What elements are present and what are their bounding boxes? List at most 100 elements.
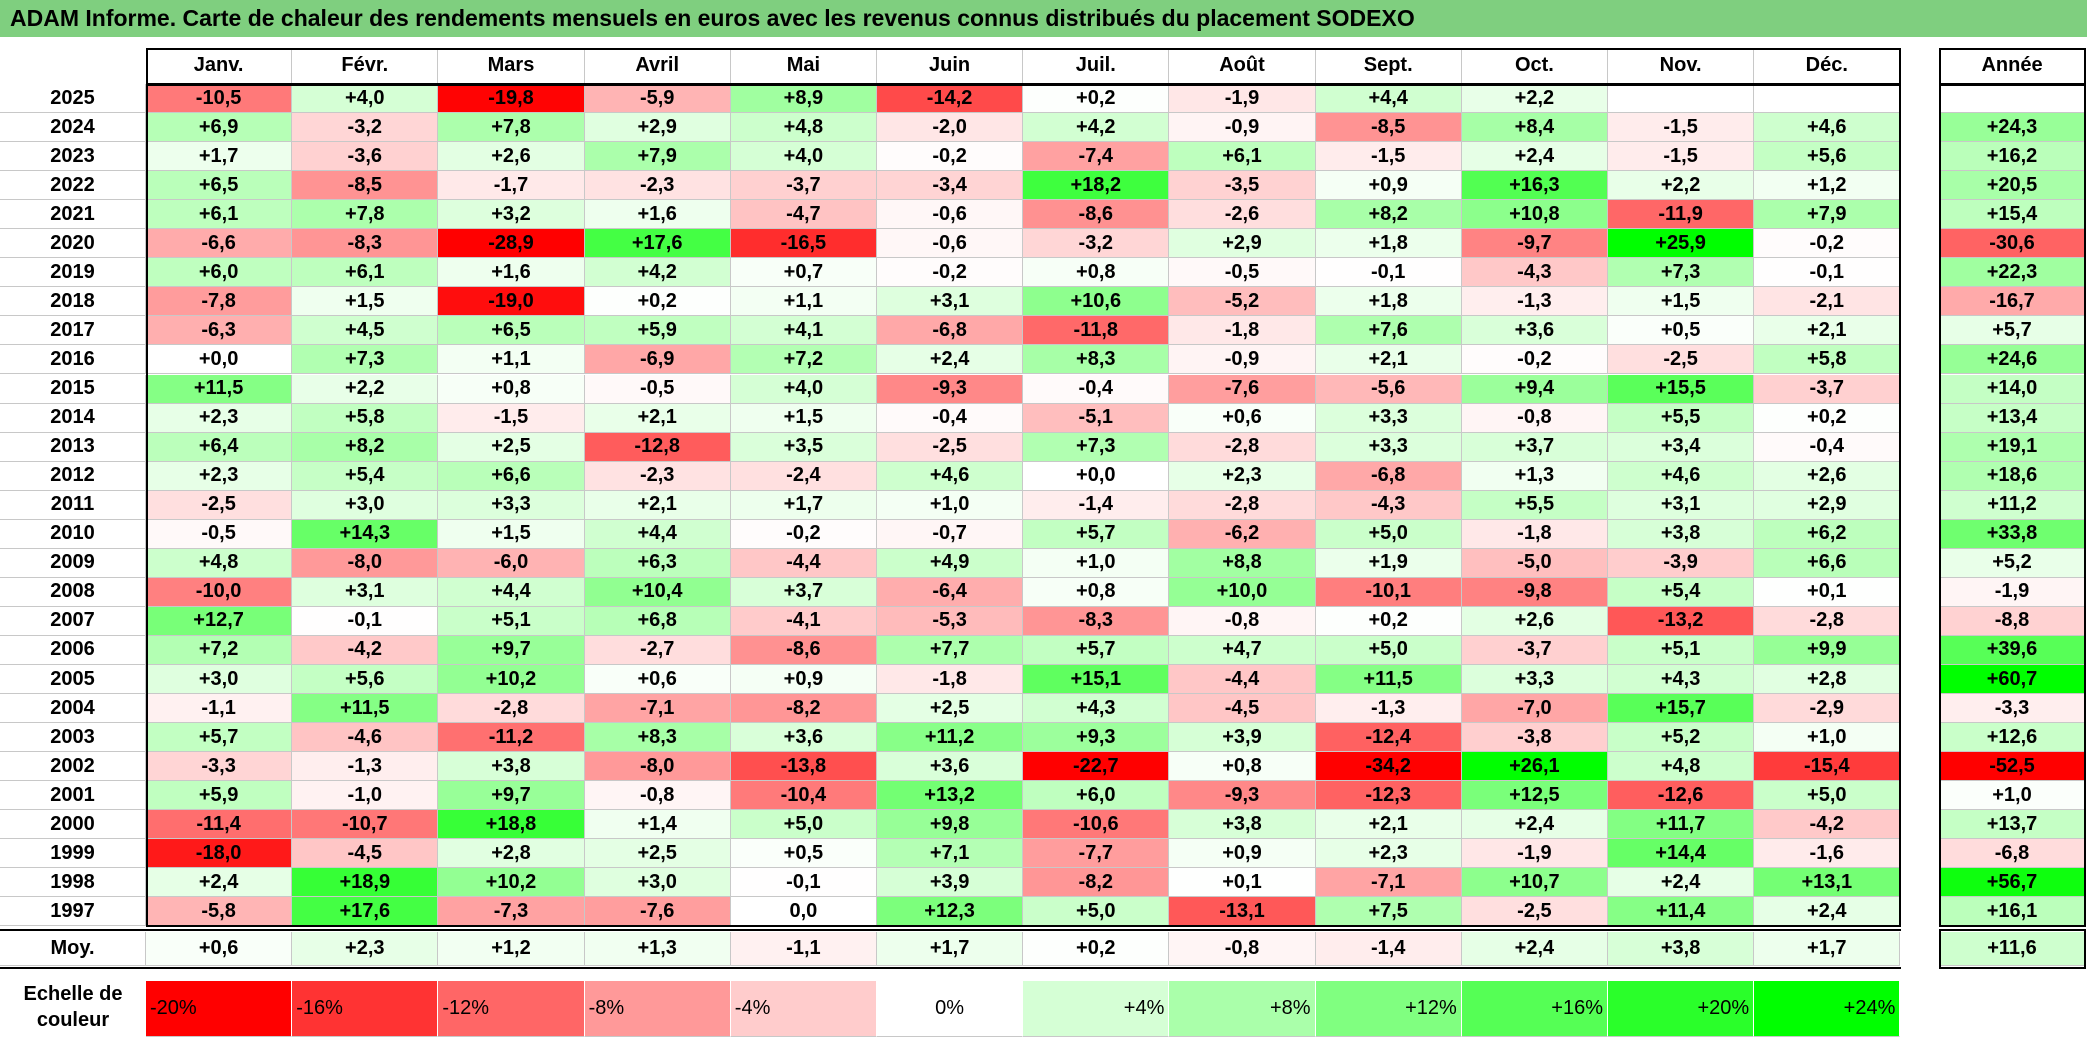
average-cell: +1,3 (584, 932, 731, 967)
heatmap-cell: +1,4 (584, 810, 731, 840)
heatmap-cell: -15,4 (1754, 752, 1901, 782)
year-total-cell: +20,5 (1939, 171, 2086, 201)
heatmap-cell: +6,1 (292, 258, 439, 288)
heatmap-cell: +1,8 (1315, 229, 1462, 259)
average-top-rule (0, 929, 1902, 932)
heatmap-cell: +2,4 (1461, 810, 1608, 840)
heatmap-cell: -0,1 (1754, 258, 1901, 288)
heatmap-cell: +3,3 (1461, 665, 1608, 695)
heatmap-cell: +5,0 (730, 810, 877, 840)
heatmap-cell: +6,9 (146, 113, 293, 143)
heatmap-cell: -0,7 (877, 519, 1024, 549)
heatmap-cell: -5,8 (146, 897, 293, 927)
heatmap-cell: +7,1 (877, 839, 1024, 869)
column-header: Juin (877, 48, 1024, 84)
heatmap-cell: +5,9 (584, 316, 731, 346)
heatmap-cell: +6,5 (438, 316, 585, 346)
year-total-cell: -8,8 (1939, 606, 2086, 636)
heatmap-cell: +2,3 (146, 403, 293, 433)
column-header: Nov. (1608, 48, 1755, 84)
heatmap-cell: -11,8 (1023, 316, 1170, 346)
heatmap-cell: -13,2 (1608, 606, 1755, 636)
heatmap-cell: +7,9 (584, 142, 731, 172)
heatmap-cell: +5,9 (146, 781, 293, 811)
heatmap-cell: +2,6 (1754, 461, 1901, 491)
heatmap-cell: +7,8 (292, 200, 439, 230)
year-total-cell: -6,8 (1939, 839, 2086, 869)
heatmap-cell: -10,7 (292, 810, 439, 840)
heatmap-cell: +16,3 (1461, 171, 1608, 201)
heatmap-cell: -0,5 (146, 519, 293, 549)
heatmap-cell: -9,8 (1461, 577, 1608, 607)
heatmap-cell: +4,1 (730, 316, 877, 346)
heatmap-cell: +2,5 (584, 839, 731, 869)
legend-swatch: -12% (438, 981, 585, 1037)
heatmap-cell: +1,1 (438, 345, 585, 375)
column-header: Mars (438, 48, 585, 84)
heatmap-cell: -7,6 (1169, 374, 1316, 404)
heatmap-cell: +2,2 (1461, 84, 1608, 114)
row-label: 2009 (0, 548, 146, 578)
heatmap-cell: +10,6 (1023, 287, 1170, 317)
heatmap-cell: -5,0 (1461, 548, 1608, 578)
year-total-cell: +24,3 (1939, 113, 2086, 143)
heatmap-cell: +2,4 (877, 345, 1024, 375)
row-label: 1999 (0, 839, 146, 869)
heatmap-cell: +5,1 (1608, 635, 1755, 665)
average-bottom-rule (0, 967, 1902, 970)
heatmap-cell: +9,9 (1754, 635, 1901, 665)
average-row-label: Moy. (0, 932, 146, 967)
heatmap-cell: +9,7 (438, 781, 585, 811)
heatmap-cell: +3,1 (877, 287, 1024, 317)
heatmap-cell: -1,5 (1608, 113, 1755, 143)
year-total-cell: +60,7 (1939, 665, 2086, 695)
heatmap-cell: +3,0 (146, 665, 293, 695)
heatmap-cell: -4,3 (1461, 258, 1608, 288)
year-column-header: Année (1939, 48, 2086, 84)
heatmap-cell: +6,4 (146, 432, 293, 462)
heatmap-cell: -0,9 (1169, 345, 1316, 375)
year-total-cell: +19,1 (1939, 432, 2086, 462)
heatmap-cell: +8,3 (584, 723, 731, 753)
column-header: Janv. (146, 48, 293, 84)
heatmap-cell: +5,7 (1023, 519, 1170, 549)
heatmap-cell: -1,5 (1608, 142, 1755, 172)
heatmap-cell: -8,3 (292, 229, 439, 259)
heatmap-cell: +7,5 (1315, 897, 1462, 927)
heatmap-cell: -6,8 (1315, 461, 1462, 491)
heatmap-cell: +2,4 (146, 868, 293, 898)
heatmap-cell: -0,4 (877, 403, 1024, 433)
column-header: Avril (584, 48, 731, 84)
year-total-cell: +16,2 (1939, 142, 2086, 172)
chart-title: ADAM Informe. Carte de chaleur des rende… (0, 0, 2087, 37)
heatmap-cell: +3,3 (1315, 432, 1462, 462)
heatmap-cell: -3,6 (292, 142, 439, 172)
heatmap-cell: +6,8 (584, 606, 731, 636)
row-label: 2019 (0, 258, 146, 288)
row-label: 2008 (0, 577, 146, 607)
heatmap-cell: -4,1 (730, 606, 877, 636)
heatmap-cell: +10,4 (584, 577, 731, 607)
year-total-cell: +39,6 (1939, 635, 2086, 665)
heatmap-cell: +0,2 (584, 287, 731, 317)
heatmap-cell: +1,9 (1315, 548, 1462, 578)
heatmap-cell: -0,6 (877, 200, 1024, 230)
heatmap-cell: -8,6 (1023, 200, 1170, 230)
heatmap-cell: -3,2 (1023, 229, 1170, 259)
heatmap-cell: +0,5 (1608, 316, 1755, 346)
year-total-cell: +56,7 (1939, 868, 2086, 898)
heatmap-cell: +8,8 (1169, 548, 1316, 578)
heatmap-cell: +0,6 (584, 665, 731, 695)
heatmap-cell: -19,8 (438, 84, 585, 114)
heatmap-cell: -3,2 (292, 113, 439, 143)
row-label: 2016 (0, 345, 146, 375)
year-total-cell: +13,4 (1939, 403, 2086, 433)
heatmap-cell: +15,1 (1023, 665, 1170, 695)
row-label: 2001 (0, 781, 146, 811)
heatmap-cell: +3,7 (730, 577, 877, 607)
heatmap-cell: -1,8 (1461, 519, 1608, 549)
heatmap-cell: -12,4 (1315, 723, 1462, 753)
heatmap-cell: -3,7 (1754, 374, 1901, 404)
heatmap-cell: -0,2 (877, 142, 1024, 172)
heatmap-cell: -0,2 (730, 519, 877, 549)
